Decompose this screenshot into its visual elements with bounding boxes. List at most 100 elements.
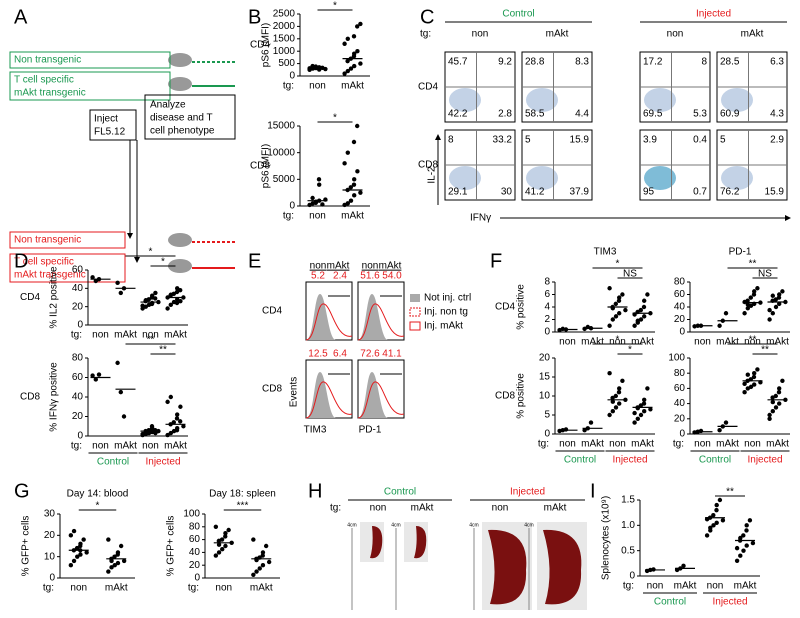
sig-label: NS — [758, 269, 772, 280]
dot — [140, 303, 145, 308]
y-tick-label: 5 — [544, 410, 550, 421]
sig-label: * — [161, 257, 165, 268]
dot — [171, 420, 176, 425]
tg-label: tg: — [623, 581, 634, 592]
dot — [780, 289, 785, 294]
dot — [310, 195, 315, 201]
condition-label: Injected — [747, 455, 782, 466]
dot — [770, 399, 775, 405]
dot — [642, 397, 647, 402]
dot — [632, 323, 637, 328]
y-tick-label: 20 — [44, 530, 56, 541]
sig-label: ** — [749, 335, 757, 346]
y-tick-label: 2 — [544, 314, 550, 325]
dot — [613, 393, 618, 399]
quadrant-value: 69.5 — [643, 109, 663, 120]
quadrant-value: 9.2 — [498, 57, 512, 68]
dot — [776, 390, 782, 395]
condition-label: Injected — [612, 455, 647, 466]
quadrant-value: 76.2 — [720, 187, 740, 198]
dot — [610, 409, 615, 414]
dot — [638, 307, 643, 313]
dot — [632, 420, 637, 425]
density — [721, 88, 753, 112]
label: Inject — [94, 114, 118, 125]
row-label: CD4 — [418, 82, 438, 93]
x-tick-label: mAkt — [766, 439, 789, 450]
dot — [607, 371, 612, 376]
dot — [109, 558, 114, 564]
y-tick-label: 0 — [629, 571, 635, 582]
spleen — [543, 529, 582, 605]
dot — [745, 306, 750, 311]
dot — [714, 507, 719, 513]
panel-c: C Control Injected tg: non mAkt non mAkt CD4 45.7… — [418, 6, 791, 224]
x-tick-label: mAkt — [105, 583, 128, 594]
dot — [770, 409, 775, 414]
y-axis-label: % GFP+ cells — [21, 516, 32, 577]
dot — [219, 537, 225, 542]
dot — [118, 543, 124, 549]
dot — [752, 371, 757, 376]
column-label: non — [310, 261, 327, 272]
dot — [140, 431, 145, 437]
quadrant-value: 45.7 — [448, 57, 468, 68]
dot — [751, 292, 757, 297]
dot — [645, 386, 650, 391]
x-tick-label: non — [142, 441, 159, 452]
dot — [767, 307, 772, 313]
row-label: CD8 — [250, 161, 270, 172]
label: mAkt transgenic — [14, 270, 86, 281]
dot — [711, 523, 716, 528]
y-axis-label: Events — [289, 377, 300, 408]
dot — [738, 553, 743, 558]
dot — [617, 386, 622, 391]
y-tick-label: 0 — [679, 327, 685, 338]
dot — [75, 554, 80, 559]
y-tick-label: 0 — [77, 431, 83, 442]
plot-title: Day 18: spleen — [209, 489, 276, 500]
gate-value: 54.0 — [382, 271, 402, 282]
x-tick-label: non — [559, 337, 576, 348]
plot-title: PD-1 — [729, 247, 752, 258]
dot — [181, 424, 186, 429]
dot — [635, 405, 640, 411]
dot — [71, 528, 77, 534]
column-label: mAkt — [411, 503, 434, 514]
dot — [747, 518, 753, 523]
dot — [178, 404, 183, 409]
dot — [175, 412, 180, 417]
group-label: Control — [502, 9, 534, 20]
dot — [68, 563, 74, 568]
column-label: mAkt — [741, 29, 764, 40]
quadrant-value: 15.9 — [765, 187, 785, 198]
dot — [317, 182, 322, 187]
dot — [223, 534, 228, 539]
dot — [638, 403, 643, 408]
quadrant-value: 0.7 — [693, 187, 707, 198]
sig-label: * — [333, 1, 337, 12]
dot — [744, 543, 749, 548]
y-tick-label: 0 — [679, 429, 685, 440]
column-label: mAkt — [544, 503, 567, 514]
dot — [109, 565, 114, 570]
dot — [563, 427, 569, 432]
legend-label: Inj. mAkt — [424, 321, 463, 332]
column-label: non — [492, 503, 509, 514]
quadrant-value: 4.4 — [575, 109, 589, 120]
tg-label: tg: — [538, 439, 549, 450]
dot — [751, 374, 757, 380]
dot — [115, 560, 121, 566]
dot — [610, 395, 615, 401]
dot — [254, 569, 259, 574]
x-tick-label: mAkt — [631, 337, 654, 348]
dot — [93, 278, 99, 284]
scale-label: 4cm — [469, 522, 478, 528]
dot — [174, 300, 180, 306]
dot — [223, 543, 228, 549]
dot — [770, 311, 775, 316]
quadrant-value: 2.9 — [770, 135, 784, 146]
panel-letter: E — [248, 250, 261, 272]
dot — [770, 293, 775, 298]
y-tick-label: 4 — [544, 302, 550, 313]
